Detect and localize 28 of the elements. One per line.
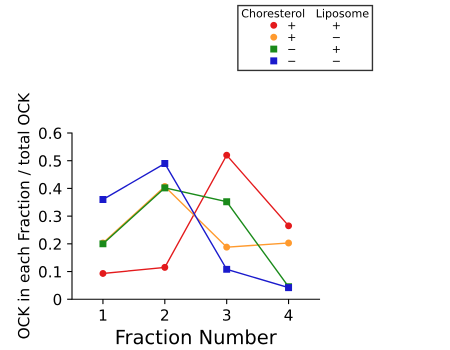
point: [161, 160, 168, 167]
point: [285, 240, 292, 246]
y-axis-title: OCK in each Fraction / total OCK: [18, 92, 31, 338]
x-tick-label: 2: [161, 309, 168, 321]
point: [223, 152, 230, 159]
legend-label: + +: [288, 22, 340, 30]
y-tick-label: 0.3: [38, 210, 62, 222]
y-tick-label: 0.1: [38, 266, 61, 278]
x-axis-title: Fraction Number: [116, 329, 277, 344]
y-tick-label: 0.5: [38, 155, 61, 167]
point: [99, 270, 106, 277]
point: [223, 198, 230, 206]
x-tick-label: 4: [284, 309, 293, 321]
legend-label: − +: [288, 46, 340, 53]
point: [285, 222, 292, 230]
y-tick-label: 0: [54, 294, 62, 306]
point: [99, 196, 106, 203]
point: [223, 244, 230, 251]
y-tick-label: 0.6: [38, 127, 62, 140]
point: [161, 264, 168, 271]
legend-label: + −: [288, 34, 340, 42]
y-tick-label: 0.2: [38, 238, 61, 250]
y-tick-label: 0.4: [38, 182, 62, 194]
x-tick-label: 1: [100, 309, 106, 321]
legend-title: Choresterol Liposome: [242, 8, 369, 20]
point: [223, 266, 230, 273]
legend-label: − −: [288, 60, 340, 62]
x-tick-label: 3: [222, 309, 230, 321]
